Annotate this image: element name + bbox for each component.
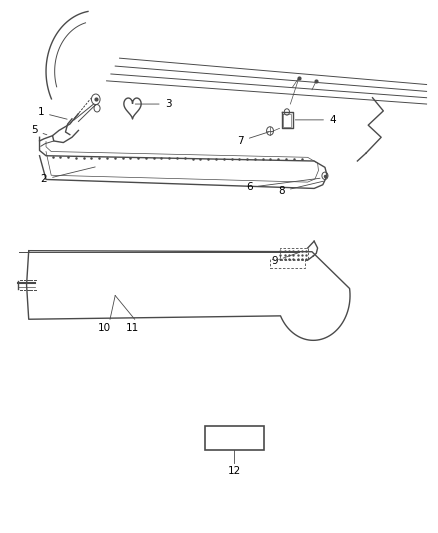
Text: 5: 5 bbox=[31, 125, 47, 135]
FancyBboxPatch shape bbox=[205, 426, 264, 450]
Text: 7: 7 bbox=[237, 132, 269, 146]
Text: LABEL: LABEL bbox=[216, 431, 253, 445]
Text: 6: 6 bbox=[246, 178, 320, 192]
Text: 2: 2 bbox=[41, 167, 95, 184]
Text: 9: 9 bbox=[271, 253, 299, 266]
Text: 8: 8 bbox=[279, 181, 324, 196]
Text: 3: 3 bbox=[135, 99, 171, 109]
Text: 1: 1 bbox=[38, 108, 67, 119]
Text: 10: 10 bbox=[97, 323, 110, 333]
Text: 11: 11 bbox=[126, 323, 139, 333]
Text: 4: 4 bbox=[295, 115, 336, 125]
Text: 12: 12 bbox=[227, 466, 241, 476]
